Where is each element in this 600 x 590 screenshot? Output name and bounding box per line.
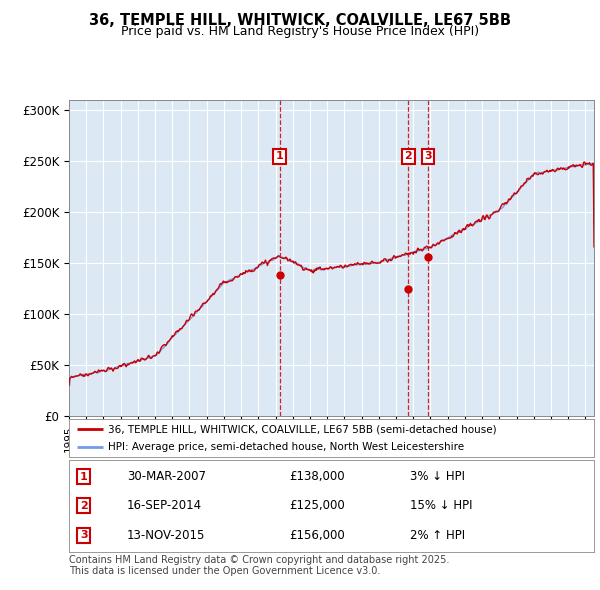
Text: 2: 2 <box>80 501 88 511</box>
Text: 2: 2 <box>404 151 412 161</box>
Text: 1: 1 <box>80 471 88 481</box>
Text: HPI: Average price, semi-detached house, North West Leicestershire: HPI: Average price, semi-detached house,… <box>109 442 464 452</box>
Text: Price paid vs. HM Land Registry's House Price Index (HPI): Price paid vs. HM Land Registry's House … <box>121 25 479 38</box>
Text: £156,000: £156,000 <box>290 529 345 542</box>
Text: 3: 3 <box>424 151 432 161</box>
Text: 30-MAR-2007: 30-MAR-2007 <box>127 470 206 483</box>
Text: Contains HM Land Registry data © Crown copyright and database right 2025.
This d: Contains HM Land Registry data © Crown c… <box>69 555 449 576</box>
Text: £138,000: £138,000 <box>290 470 345 483</box>
Text: £125,000: £125,000 <box>290 499 345 513</box>
Text: 13-NOV-2015: 13-NOV-2015 <box>127 529 205 542</box>
Text: 15% ↓ HPI: 15% ↓ HPI <box>410 499 473 513</box>
Text: 3: 3 <box>80 530 88 540</box>
Text: 1: 1 <box>276 151 284 161</box>
Text: 3% ↓ HPI: 3% ↓ HPI <box>410 470 465 483</box>
Text: 36, TEMPLE HILL, WHITWICK, COALVILLE, LE67 5BB (semi-detached house): 36, TEMPLE HILL, WHITWICK, COALVILLE, LE… <box>109 424 497 434</box>
Text: 36, TEMPLE HILL, WHITWICK, COALVILLE, LE67 5BB: 36, TEMPLE HILL, WHITWICK, COALVILLE, LE… <box>89 13 511 28</box>
Text: 2% ↑ HPI: 2% ↑ HPI <box>410 529 466 542</box>
Text: 16-SEP-2014: 16-SEP-2014 <box>127 499 202 513</box>
